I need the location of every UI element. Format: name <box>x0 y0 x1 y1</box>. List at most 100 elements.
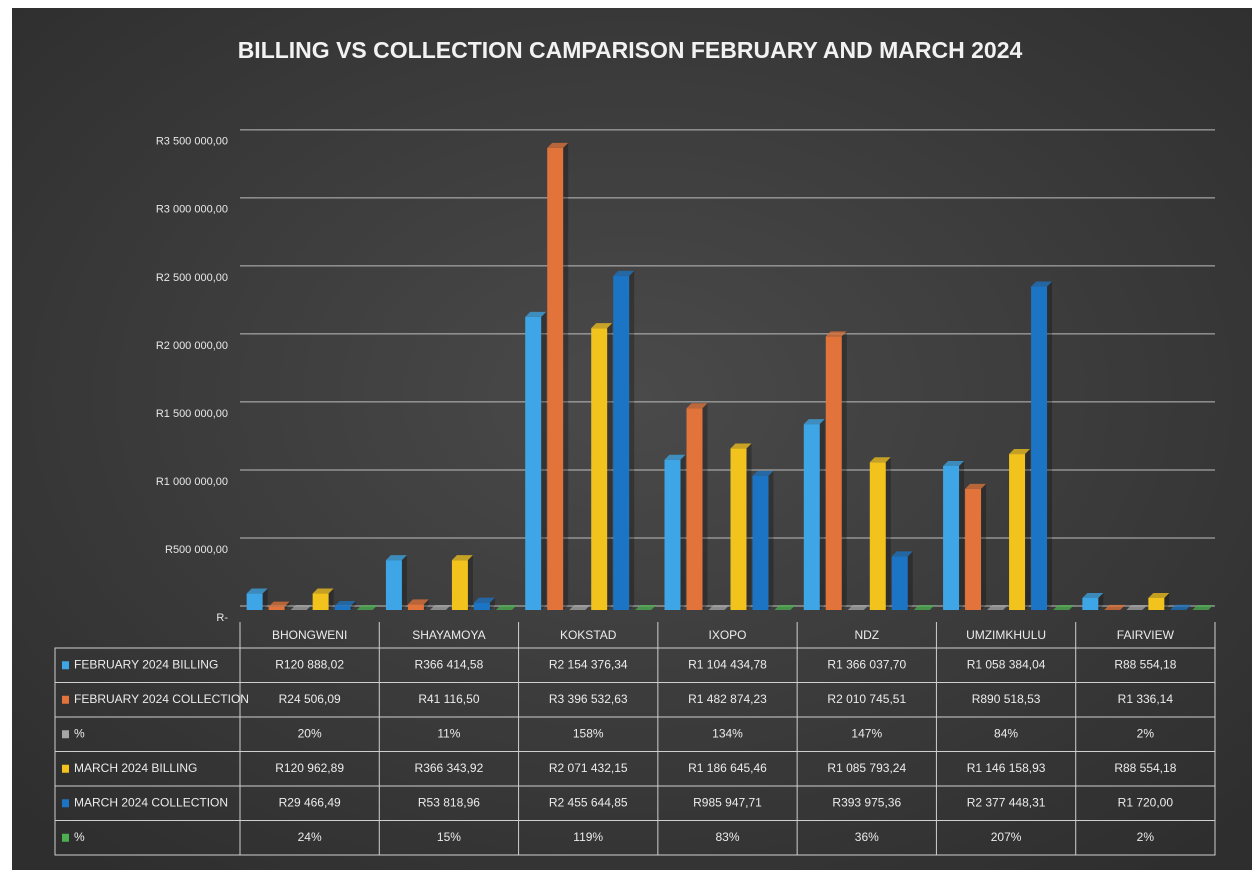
bar-top <box>1104 604 1126 610</box>
bar-top <box>891 551 913 557</box>
bar-top <box>569 604 591 610</box>
bar <box>1148 597 1165 610</box>
bar <box>965 488 982 610</box>
data-label: 2% <box>1137 830 1155 844</box>
bar-side <box>651 604 657 610</box>
bar-side <box>306 604 312 610</box>
bar-top <box>1170 604 1192 610</box>
data-label: 158% <box>573 726 604 740</box>
bar-top <box>869 457 891 463</box>
legend-label: % <box>74 830 85 844</box>
x-tick-label: SHAYAMOYA <box>412 628 485 642</box>
bar <box>547 147 564 610</box>
bar-top <box>407 599 429 605</box>
legend-swatch <box>62 799 69 808</box>
bar-top <box>473 597 495 603</box>
bar-top <box>752 470 774 476</box>
bar-side <box>372 604 378 610</box>
bar <box>686 408 703 610</box>
data-label: 24% <box>298 830 322 844</box>
data-label: R366 414,58 <box>415 657 484 671</box>
bar-top <box>664 454 686 460</box>
bar-top <box>591 323 613 329</box>
bar-top <box>730 443 752 449</box>
data-label: R29 466,49 <box>279 795 341 809</box>
y-tick-label: R3 500 000,00 <box>156 136 228 148</box>
bar <box>1082 597 1099 610</box>
data-label: R24 506,09 <box>279 692 341 706</box>
data-label: R1 104 434,78 <box>688 657 767 671</box>
bar-top <box>965 483 987 489</box>
bar-top <box>356 604 378 610</box>
bar <box>869 462 886 610</box>
bar <box>825 336 842 610</box>
bar <box>385 560 402 610</box>
bar-side <box>350 600 356 610</box>
bar-top <box>913 604 935 610</box>
bar-top <box>1192 604 1214 610</box>
data-label: 83% <box>715 830 739 844</box>
data-label: R1 336,14 <box>1118 692 1174 706</box>
bar-top <box>290 604 312 610</box>
legend-swatch <box>62 695 69 704</box>
bar-top <box>686 403 708 409</box>
bar <box>891 556 908 610</box>
data-label: 84% <box>994 726 1018 740</box>
bar-top <box>1148 592 1170 598</box>
bar-side <box>511 604 517 610</box>
bar-top <box>1053 604 1075 610</box>
bar-top <box>987 604 1009 610</box>
y-tick-label: R- <box>216 612 228 624</box>
bar-side <box>1098 592 1104 610</box>
data-label: R2 071 432,15 <box>549 761 628 775</box>
x-tick-label: UMZIMKHULU <box>966 628 1046 642</box>
bar-side <box>981 483 987 610</box>
data-label: R41 116,50 <box>418 692 479 706</box>
x-tick-label: KOKSTAD <box>560 628 617 642</box>
legend-label: FEBRUARY 2024 BILLING <box>74 657 218 671</box>
y-tick-label: R3 000 000,00 <box>156 204 228 216</box>
bar-side <box>907 551 913 610</box>
legend-label: % <box>74 726 85 740</box>
bar-side <box>489 597 495 610</box>
bar-top <box>825 331 847 337</box>
data-label: 207% <box>991 830 1022 844</box>
data-label: R985 947,71 <box>693 795 762 809</box>
bar-side <box>401 555 407 610</box>
bar-top <box>803 419 825 425</box>
bar-side <box>841 331 847 610</box>
bar <box>752 475 769 610</box>
bar-top <box>312 588 334 594</box>
bar-side <box>959 461 965 610</box>
bar-top <box>1126 604 1148 610</box>
data-label: R890 518,53 <box>972 692 1041 706</box>
bar-top <box>495 604 517 610</box>
data-label: 15% <box>437 830 461 844</box>
bar <box>730 448 747 610</box>
bar <box>246 593 263 610</box>
bar-side <box>585 604 591 610</box>
bar-side <box>629 270 635 610</box>
bar <box>613 275 630 610</box>
bar-top <box>268 601 290 607</box>
legend-label: MARCH 2024 BILLING <box>74 761 197 775</box>
legend-swatch <box>62 661 69 670</box>
bar <box>268 606 285 610</box>
legend-label: FEBRUARY 2024 COLLECTION <box>74 692 249 706</box>
data-label: 36% <box>855 830 879 844</box>
x-tick-label: IXOPO <box>708 628 746 642</box>
data-label: R393 975,36 <box>832 795 901 809</box>
bar-side <box>541 311 547 610</box>
bar <box>473 602 490 610</box>
data-label: R2 010 745,51 <box>827 692 906 706</box>
bar <box>334 605 351 610</box>
data-label: R366 343,92 <box>415 761 484 775</box>
data-label: R1 366 037,70 <box>827 657 906 671</box>
data-label: 147% <box>851 726 882 740</box>
data-label: R1 482 874,23 <box>688 692 767 706</box>
data-label: R2 455 644,85 <box>549 795 628 809</box>
y-tick-label: R500 000,00 <box>165 544 228 556</box>
bar-side <box>702 403 708 610</box>
data-label: R3 396 532,63 <box>549 692 628 706</box>
bar-side <box>1208 604 1214 610</box>
